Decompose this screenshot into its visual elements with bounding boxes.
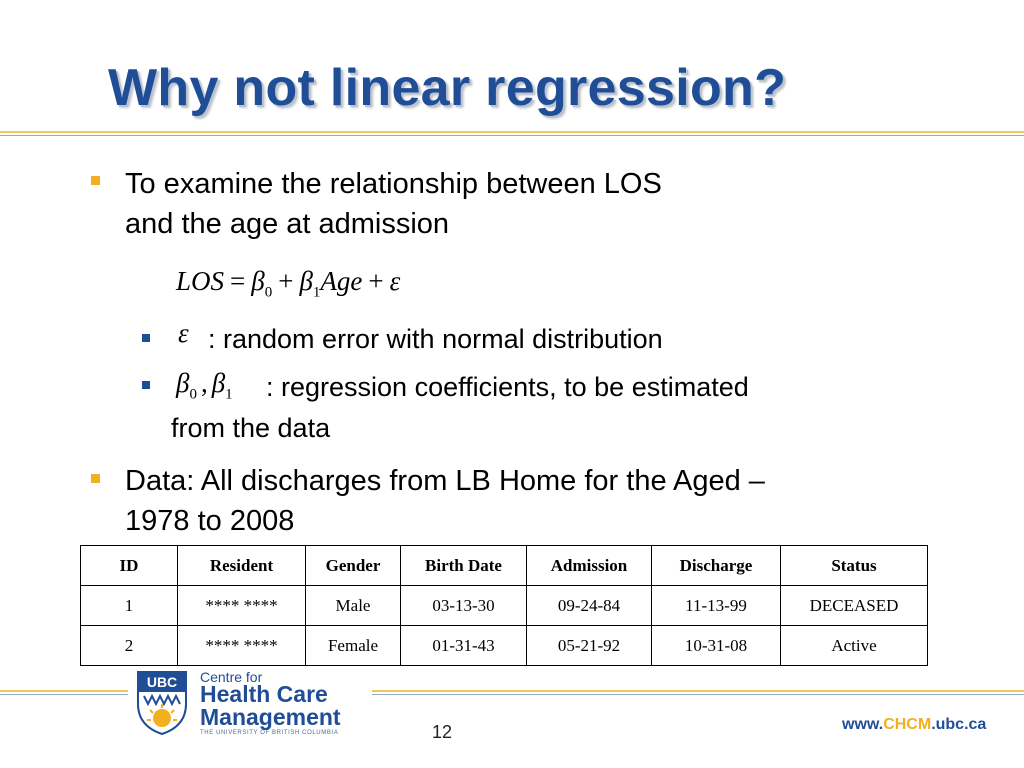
logo-health-care-management: Health Care Management — [200, 683, 341, 729]
eq-sub0: 0 — [264, 284, 273, 301]
cell-resident: **** **** — [177, 585, 306, 626]
sub-bullet-marker — [142, 381, 150, 389]
cell-birth-date: 01-31-43 — [400, 625, 527, 666]
footer-rule-left — [0, 690, 128, 692]
cell-birth-date: 03-13-30 — [400, 585, 527, 626]
sub-bullet-1-text: : random error with normal distribution — [208, 324, 663, 354]
eq-plus: + — [278, 266, 294, 296]
beta-comma: , — [200, 368, 208, 398]
cell-id: 1 — [80, 585, 178, 626]
url-suffix: .ubc.ca — [931, 716, 987, 733]
epsilon-symbol: ε — [178, 318, 189, 348]
eq-lhs: LOS — [176, 266, 225, 296]
title-rule — [0, 131, 1024, 133]
url-highlight: CHCM — [883, 716, 932, 733]
slide-title: Why not linear regression? — [108, 59, 787, 117]
footer-rule-right — [372, 690, 1024, 692]
col-header-id: ID — [80, 545, 178, 586]
beta1-sub: 1 — [225, 386, 233, 403]
page-number: 12 — [432, 722, 453, 742]
eq-plus-2: + — [368, 266, 384, 296]
beta0-symbol: β — [176, 368, 190, 398]
sub-bullet-2-line-2: from the data — [171, 413, 331, 443]
cell-gender: Male — [305, 585, 401, 626]
cell-admission: 09-24-84 — [526, 585, 652, 626]
logo-university-name: THE UNIVERSITY OF BRITISH COLUMBIA — [200, 730, 339, 736]
beta-symbols: β0, β1 — [176, 368, 233, 403]
eq-equals: = — [230, 266, 246, 296]
bullet-marker — [91, 474, 100, 483]
discharge-data-table: ID Resident Gender Birth Date Admission … — [80, 545, 928, 666]
col-header-birth-date: Birth Date — [400, 545, 527, 586]
cell-resident: **** **** — [177, 625, 306, 666]
website-url: www.CHCM.ubc.ca — [842, 716, 986, 734]
eq-sub1: 1 — [312, 284, 321, 301]
col-header-admission: Admission — [526, 545, 652, 586]
ubc-shield-logo: UBC — [137, 671, 187, 736]
cell-discharge: 11-13-99 — [651, 585, 781, 626]
eq-beta0: β — [251, 266, 265, 296]
footer-rule-left-thin — [0, 694, 128, 695]
cell-gender: Female — [305, 625, 401, 666]
logo-line-1: Health Care — [200, 681, 328, 707]
ubc-logo-text: UBC — [147, 674, 177, 690]
logo-line-2: Management — [200, 704, 341, 730]
beta1-symbol: β — [211, 368, 226, 398]
col-header-resident: Resident — [177, 545, 306, 586]
title-rule-thin — [0, 135, 1024, 136]
bullet-1-line-1: To examine the relationship between LOS — [125, 168, 662, 200]
url-prefix: www. — [842, 716, 884, 733]
beta0-sub: 0 — [189, 386, 197, 403]
bullet-2-text: Data: All discharges from LB Home for th… — [125, 461, 765, 541]
eq-beta1: β — [299, 266, 313, 296]
table-row: 2 **** **** Female 01-31-43 05-21-92 10-… — [80, 625, 928, 666]
eq-age: Age — [320, 266, 363, 296]
cell-status: Active — [780, 625, 928, 666]
cell-discharge: 10-31-08 — [651, 625, 781, 666]
footer-rule-right-thin — [372, 694, 1024, 695]
sub-bullet-2-text: : regression coefficients, to be estimat… — [266, 372, 749, 402]
bullet-2-line-1: Data: All discharges from LB Home for th… — [125, 465, 765, 497]
col-header-status: Status — [780, 545, 928, 586]
logo-centre-for: Centre for — [200, 669, 263, 685]
bullet-1-text: To examine the relationship between LOS … — [125, 164, 662, 244]
eq-epsilon: ε — [389, 266, 401, 296]
bullet-2-line-2: 1978 to 2008 — [125, 505, 295, 537]
sub-bullet-marker — [142, 334, 150, 342]
col-header-gender: Gender — [305, 545, 401, 586]
cell-status: DECEASED — [780, 585, 928, 626]
table-row: 1 **** **** Male 03-13-30 09-24-84 11-13… — [80, 585, 928, 626]
cell-id: 2 — [80, 625, 178, 666]
bullet-marker — [91, 176, 100, 185]
col-header-discharge: Discharge — [651, 545, 781, 586]
table-header-row: ID Resident Gender Birth Date Admission … — [80, 545, 928, 586]
cell-admission: 05-21-92 — [526, 625, 652, 666]
bullet-1-line-2: and the age at admission — [125, 208, 450, 240]
regression-equation: LOS = β0 + β1Age + ε — [176, 266, 400, 301]
